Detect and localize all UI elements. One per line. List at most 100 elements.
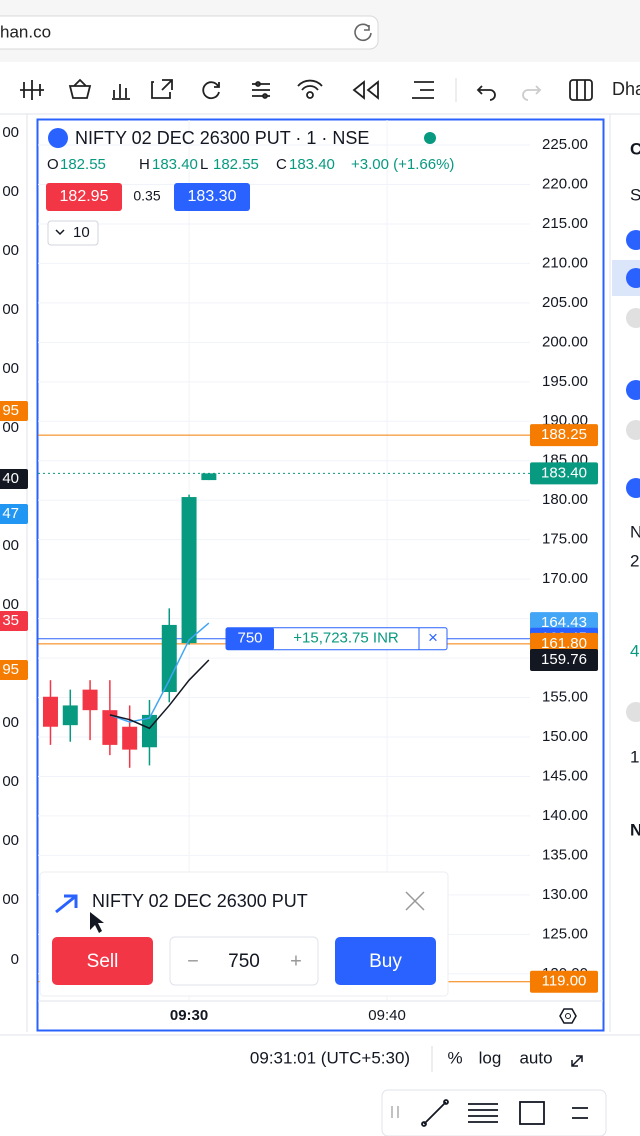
right-panel-text: N xyxy=(630,522,640,541)
left-axis-label: 95 xyxy=(2,661,19,678)
price-label-bg xyxy=(530,424,598,447)
y-tick-label: 155.00 xyxy=(542,689,588,706)
watchlist-icon xyxy=(626,380,640,400)
right-panel-text: S xyxy=(630,185,640,204)
y-tick-label: 125.00 xyxy=(542,925,588,942)
position-qty-bg xyxy=(226,627,274,650)
y-tick-label: 140.00 xyxy=(542,807,588,824)
url-text: han.co xyxy=(0,22,51,41)
y-tick-label: 225.00 xyxy=(542,136,588,153)
x-tick-label: 09:40 xyxy=(368,1007,406,1024)
interval-dropdown[interactable] xyxy=(47,220,99,246)
clock: 09:31:01 (UTC+5:30) xyxy=(250,1048,410,1067)
log-toggle[interactable]: log xyxy=(479,1048,502,1067)
left-price-tag xyxy=(0,611,28,631)
price-label: 119.00 xyxy=(542,973,587,990)
candle-body xyxy=(181,497,197,644)
y-tick-label: 150.00 xyxy=(542,728,588,745)
drawing-tools[interactable] xyxy=(391,1099,588,1127)
watchlist-icon xyxy=(626,308,640,328)
legend-key: H xyxy=(139,156,150,173)
percent-toggle[interactable]: % xyxy=(447,1048,462,1067)
legend-key: L xyxy=(200,156,208,173)
watchlist-icon xyxy=(626,230,640,250)
watchlist-icon xyxy=(626,478,640,498)
price-label: 164.43 xyxy=(541,614,587,631)
price-label-bg xyxy=(530,462,598,485)
watchlist-icon xyxy=(626,268,640,288)
left-price-tag xyxy=(0,469,28,489)
price-label-bg xyxy=(530,970,598,993)
quantity-plus[interactable]: + xyxy=(290,950,302,972)
spread: 0.35 xyxy=(133,188,160,204)
left-price-tag xyxy=(0,401,28,421)
left-axis-label: 00 xyxy=(2,419,19,436)
symbol-logo xyxy=(48,128,68,148)
watchlist-icon xyxy=(626,702,640,722)
y-tick-label: 145.00 xyxy=(542,767,588,784)
chart-frame xyxy=(36,118,605,1032)
candle-body xyxy=(161,624,177,693)
y-tick-label: 175.00 xyxy=(542,531,588,548)
position-qty: 750 xyxy=(237,630,262,647)
buy-button[interactable] xyxy=(335,937,436,985)
close-order-panel[interactable] xyxy=(405,891,425,911)
ask-button[interactable] xyxy=(174,183,250,211)
url-field[interactable] xyxy=(0,15,379,50)
candle-body xyxy=(102,710,118,745)
toolbar xyxy=(0,66,640,114)
settings-icon-center xyxy=(565,1013,571,1019)
position-pnl: +15,723.75 INR xyxy=(293,630,399,647)
price-label: 183.40 xyxy=(541,464,587,481)
price-label: 159.76 xyxy=(541,651,587,668)
left-axis-label: 0 xyxy=(11,951,19,968)
left-axis-label: 00 xyxy=(2,242,19,259)
order-symbol: NIFTY 02 DEC 26300 PUT xyxy=(92,891,308,911)
bid-button[interactable] xyxy=(46,183,122,211)
y-tick-label: 130.00 xyxy=(542,886,588,903)
drawing-toolbar xyxy=(381,1089,607,1136)
left-axis-label: 00 xyxy=(2,183,19,200)
quantity-value: 750 xyxy=(228,951,260,972)
legend-key: C xyxy=(276,156,287,173)
left-price-tag xyxy=(0,504,28,524)
right-panel-text: 4 xyxy=(630,641,639,660)
x-tick-label: 09:30 xyxy=(170,1007,208,1024)
y-tick-label: 135.00 xyxy=(542,846,588,863)
left-axis-label: 00 xyxy=(2,596,19,613)
sell-label: Sell xyxy=(87,951,119,972)
legend-value: 182.55 xyxy=(60,156,106,173)
quantity-field[interactable] xyxy=(169,936,319,986)
left-axis-label: 00 xyxy=(2,124,19,141)
left-axis-label: 47 xyxy=(2,505,19,522)
y-tick-label: 210.00 xyxy=(542,254,588,271)
right-panel-text: 1 xyxy=(630,747,639,766)
quantity-minus[interactable]: − xyxy=(187,950,199,972)
y-tick-label: 215.00 xyxy=(542,215,588,232)
interval-text: 10 xyxy=(73,224,90,241)
position-close[interactable]: × xyxy=(428,628,438,647)
auto-toggle[interactable]: auto xyxy=(519,1048,552,1067)
legend-value: 182.55 xyxy=(213,156,259,173)
legend-key: O xyxy=(47,156,59,173)
sell-button[interactable] xyxy=(52,937,153,985)
left-axis-label: 35 xyxy=(2,612,19,629)
right-panel-text: N xyxy=(630,820,640,839)
y-tick-label: 170.00 xyxy=(542,570,588,587)
y-tick-label: 195.00 xyxy=(542,373,588,390)
y-tick-label: 205.00 xyxy=(542,294,588,311)
toolbar-icons[interactable] xyxy=(20,78,593,101)
candle-body xyxy=(201,473,217,481)
chart-title: NIFTY 02 DEC 26300 PUT · 1 · NSE xyxy=(75,128,369,148)
settings-icon[interactable] xyxy=(559,1008,577,1024)
y-tick-label: 180.00 xyxy=(542,491,588,508)
expand-icon[interactable] xyxy=(571,1055,583,1067)
left-axis-label: 00 xyxy=(2,773,19,790)
left-axis-label: 00 xyxy=(2,301,19,318)
reload-icon[interactable] xyxy=(354,23,372,42)
right-panel-text: 2 xyxy=(630,551,639,570)
ask-price: 183.30 xyxy=(188,188,237,205)
dropdown-chevron xyxy=(55,229,65,236)
